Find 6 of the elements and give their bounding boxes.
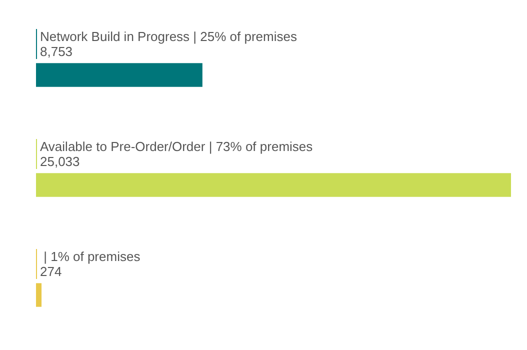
- y-tick-label: Network Build in Progress | 25% of premises: [40, 29, 297, 44]
- y-tick-label: | 1% of premises: [42, 249, 140, 264]
- data-label: 274: [40, 264, 63, 279]
- data-label: 25,033: [40, 154, 81, 169]
- data-label: 8,753: [40, 44, 74, 59]
- y-tick-label: Available to Pre-Order/Order | 73% of premises: [40, 139, 313, 154]
